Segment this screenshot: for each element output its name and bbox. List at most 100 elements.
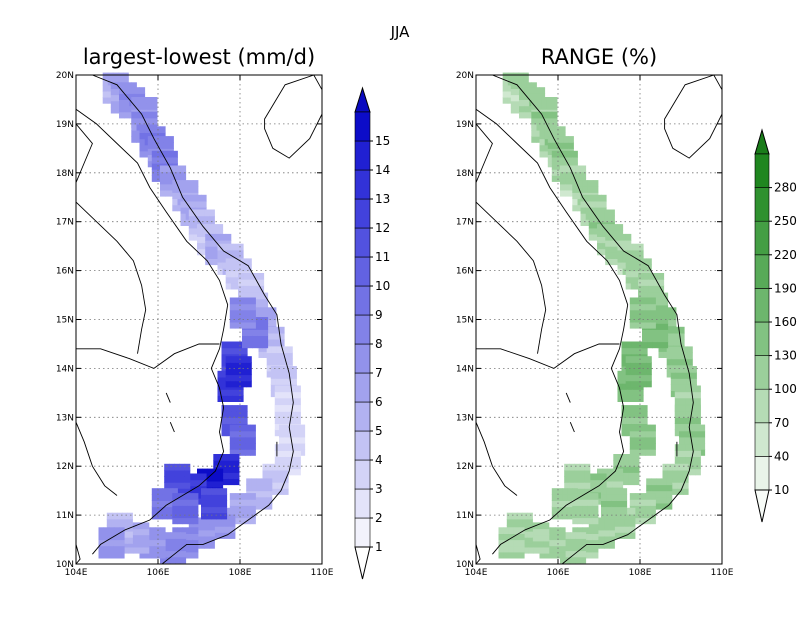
data-cell [634, 511, 641, 519]
data-cell [648, 279, 654, 286]
data-cell [562, 150, 568, 158]
data-cell [629, 303, 636, 311]
data-cell [699, 430, 706, 438]
colorbar-tick-label: 130 [774, 349, 797, 363]
data-cell [226, 347, 233, 355]
data-cell [513, 545, 520, 553]
data-cell [646, 380, 652, 388]
colorbar-segment [754, 187, 770, 222]
data-cell [272, 482, 279, 489]
data-cell [261, 490, 268, 498]
data-cell [563, 142, 569, 149]
data-cell [299, 430, 306, 438]
data-cell [629, 507, 636, 515]
data-cell [531, 97, 537, 104]
data-cell [599, 535, 605, 543]
data-cell [229, 493, 236, 500]
data-cell [241, 264, 247, 272]
data-cell [651, 478, 657, 486]
data-cell [638, 249, 644, 257]
data-cell [519, 539, 525, 547]
data-cell [266, 484, 273, 492]
data-cell [253, 279, 259, 286]
data-cell [299, 449, 306, 456]
data-cell [670, 390, 677, 398]
data-cell [650, 449, 656, 456]
colorbar-max-arrow [754, 128, 770, 155]
data-cell [622, 377, 629, 384]
data-cell [650, 309, 656, 317]
data-cell [629, 532, 636, 539]
data-cell [123, 546, 129, 554]
data-cell [207, 230, 213, 237]
data-cell [667, 469, 674, 477]
data-cell [231, 417, 238, 424]
data-cell [277, 476, 284, 483]
data-cell [663, 351, 670, 358]
data-cell [621, 506, 628, 514]
data-cell [658, 279, 665, 286]
data-cell [645, 430, 651, 438]
data-cell [226, 429, 233, 437]
data-cell [536, 97, 543, 104]
data-cell [665, 319, 672, 327]
data-cell [560, 551, 566, 559]
data-cell [539, 126, 546, 133]
data-cell [279, 339, 285, 346]
data-cell [230, 368, 237, 376]
data-cell [256, 484, 262, 492]
data-cell [547, 148, 554, 155]
data-cell [201, 479, 207, 487]
data-cell [139, 138, 146, 146]
lat-tick-label: 18N [456, 169, 474, 179]
data-cell [684, 430, 690, 438]
data-cell [192, 499, 199, 506]
data-cell [666, 346, 673, 354]
data-cell [619, 526, 626, 533]
data-cell [299, 424, 306, 432]
data-cell [160, 177, 166, 185]
data-cell [622, 395, 629, 402]
data-cell [234, 517, 241, 525]
colorbar-segment [754, 456, 770, 491]
data-cell [694, 424, 700, 432]
data-cell [528, 546, 534, 554]
data-cell [154, 545, 161, 553]
data-cell [625, 362, 632, 369]
data-cell [274, 456, 281, 464]
data-cell [606, 488, 612, 495]
data-cell [250, 493, 256, 500]
data-cell [201, 506, 207, 514]
data-cell [544, 144, 551, 152]
data-cell [136, 103, 143, 110]
data-cell [650, 517, 656, 525]
data-cell [187, 493, 194, 500]
data-cell [677, 482, 684, 489]
data-cell [630, 270, 637, 278]
colorbar-tick-label: 15 [375, 134, 390, 148]
data-cell [551, 111, 558, 119]
data-cell [129, 93, 135, 100]
data-cell [172, 186, 178, 193]
data-cell [695, 468, 701, 476]
data-cell [642, 405, 648, 412]
data-cell [295, 462, 301, 470]
data-cell [633, 478, 640, 486]
data-cell [175, 550, 181, 558]
data-cell [577, 505, 584, 512]
data-cell [616, 494, 622, 501]
data-cell [498, 527, 505, 534]
data-cell [276, 358, 283, 366]
data-cell [503, 533, 510, 541]
data-cell [250, 517, 256, 525]
data-cell [167, 156, 173, 164]
data-cell [507, 90, 514, 98]
data-cell [235, 258, 242, 266]
data-cell [180, 165, 187, 173]
data-cell [299, 443, 306, 450]
data-cell [273, 339, 280, 346]
data-cell [295, 397, 301, 405]
data-cell [650, 505, 656, 512]
data-cell [245, 493, 251, 500]
data-cell [623, 466, 630, 473]
